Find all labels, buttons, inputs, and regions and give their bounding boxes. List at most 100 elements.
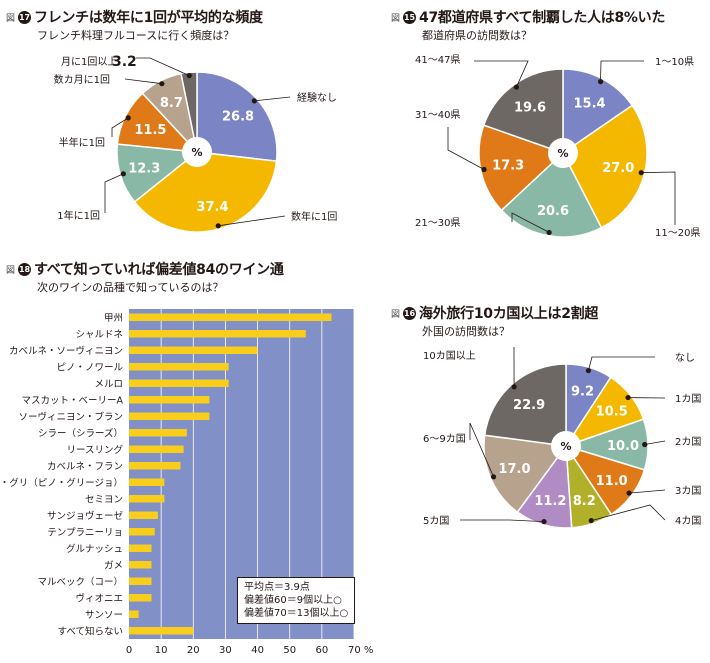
slice-value-label: 37.4 <box>196 200 228 215</box>
category-label: すべて知らない <box>58 625 123 637</box>
bar <box>129 396 210 404</box>
pie-slice <box>483 434 568 514</box>
category-label: 6〜9カ国 <box>423 433 466 445</box>
fig18-title: すべて知っていれば偏差値84のワイン通 <box>34 262 284 278</box>
leader-dot <box>125 115 131 121</box>
fig16-question: 外国の訪問数は？ <box>422 325 510 338</box>
fig16-prefix: 図 <box>391 309 401 320</box>
x-tick-label: 60 <box>315 645 328 656</box>
fig17-number-badge: 17 <box>18 10 32 24</box>
leader-dot <box>638 170 644 176</box>
fig17-question: フレンチ料理フルコースに行く頻度は？ <box>37 29 235 42</box>
leader-line <box>629 489 666 494</box>
leader-line <box>644 440 666 445</box>
bar <box>129 478 165 486</box>
category-label: 3カ国 <box>675 485 701 497</box>
slice-value-label: 22.9 <box>513 398 545 413</box>
leader-line <box>447 127 485 170</box>
leader-line <box>474 60 529 88</box>
category-label: 半年に1回 <box>59 136 105 149</box>
x-tick-label: 40 <box>251 645 264 656</box>
category-label: グルナッシュ <box>66 543 123 555</box>
leader-dot <box>642 441 648 448</box>
category-label: セミヨン <box>85 494 123 505</box>
fig17-title: フレンチは数年に1回が平均的な頻度 <box>34 10 263 26</box>
pie-center-hole <box>548 138 578 168</box>
bar <box>129 445 184 453</box>
slice-value-label: 26.8 <box>222 109 254 124</box>
bar <box>129 561 152 569</box>
category-label: サンソー <box>85 610 123 621</box>
category-label: 経験なし <box>297 91 337 104</box>
category-label: 4カ国 <box>675 515 701 527</box>
leader-dot <box>159 81 165 87</box>
category-label: 21〜30県 <box>415 217 460 229</box>
bar <box>129 429 187 437</box>
leader-dot <box>511 384 517 390</box>
category-label: マスカット・ベーリーA <box>22 395 124 406</box>
pie-slice <box>483 363 567 447</box>
pie-center-label: % <box>557 147 568 160</box>
leader-dot <box>513 84 519 90</box>
bar <box>129 313 332 321</box>
fig18-note-line: 偏差値70＝13個以上○ <box>244 608 349 619</box>
category-label: テンプラニーリョ <box>47 527 123 538</box>
pie-slice <box>500 151 603 238</box>
category-label: 数カ月に1回 <box>54 73 110 86</box>
monthly-value-label: 3.2 <box>112 54 137 70</box>
pie-slice <box>562 68 634 155</box>
bar <box>129 627 194 635</box>
pie-slice <box>116 143 199 204</box>
x-tick-label: 70 % <box>348 645 373 656</box>
leader-dot <box>626 490 632 496</box>
figure-17: 図 17 フレンチは数年に1回が平均的な頻度 フレンチ料理フルコースに行く頻度は… <box>0 0 365 250</box>
leader-line <box>600 60 644 82</box>
category-label: 10カ国以上 <box>423 350 476 362</box>
leader-line <box>591 504 666 521</box>
fig16-title: 海外旅行10カ国以上は2割超 <box>419 306 599 322</box>
leader-dot <box>481 166 487 173</box>
fig15-prefix: 図 <box>391 13 401 24</box>
bar <box>129 610 139 618</box>
fig15-title-row: 図 15 47都道府県すべて制覇した人は8%いた <box>391 7 665 27</box>
leader-line <box>124 78 162 85</box>
leader-line <box>111 117 129 137</box>
leader-dot <box>490 474 497 480</box>
leader-line <box>641 171 676 225</box>
category-label: ピノ・グリ（ピノ・グリージョ） <box>0 477 123 489</box>
category-label: 甲州 <box>104 313 123 324</box>
leader-dot <box>541 518 547 525</box>
slice-value-label: 10.5 <box>596 404 628 419</box>
x-tick-label: 0 <box>126 645 132 656</box>
fig18-question: 次のワインの品種で知っているのは？ <box>37 281 224 294</box>
pie-center-hole <box>182 137 212 167</box>
fig18-title-row: 図 18 すべて知っていれば偏差値84のワイン通 <box>6 259 284 279</box>
fig18-prefix: 図 <box>6 265 16 276</box>
fig15-question: 都道府県の訪問数は？ <box>422 29 532 42</box>
slice-value-label: 11.0 <box>596 474 628 489</box>
category-label: なし <box>675 352 695 364</box>
pie-slice <box>180 71 198 153</box>
leader-dot <box>597 79 604 85</box>
fig16-number-badge: 16 <box>403 306 417 320</box>
category-label: 数年に1回 <box>291 210 337 223</box>
pie-center-label: % <box>191 146 202 159</box>
leader-line <box>136 57 190 76</box>
category-label: ヴィオニエ <box>75 592 123 604</box>
bar <box>129 462 181 470</box>
slice-value-label: 11.2 <box>534 494 566 509</box>
figure-16: 図 16 海外旅行10カ国以上は2割超 外国の訪問数は？ 9.2 10.5 10.0… <box>385 295 710 663</box>
slice-value-label: 27.0 <box>602 161 634 176</box>
category-label: 月に1回以上 <box>61 56 117 68</box>
category-label: ソーヴィニヨン・ブラン <box>18 411 123 423</box>
bar <box>129 544 152 552</box>
fig15-pie-chart: 15.4 27.0 20.6 17.3 19.6% 1〜10県 11〜20県 21〜30県 31… <box>415 54 700 239</box>
leader-dot <box>120 171 126 177</box>
figure-18: 図 18 すべて知っていれば偏差値84のワイン通 次のワインの品種で知っているの… <box>0 255 385 663</box>
bar <box>129 577 152 585</box>
fig17-title-row: 図 17 フレンチは数年に1回が平均的な頻度 <box>6 7 263 27</box>
x-tick-label: 10 <box>155 645 168 656</box>
category-label: メルロ <box>94 379 123 390</box>
leader-dot <box>588 517 594 524</box>
leader-line <box>588 356 655 371</box>
